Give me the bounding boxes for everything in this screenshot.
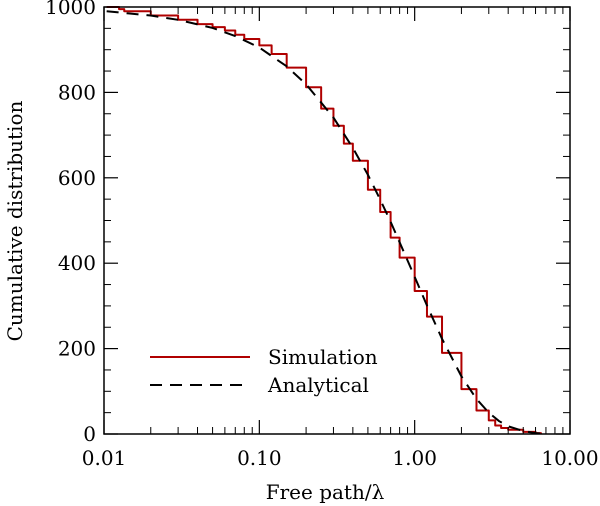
x-tick-label: 10.00 xyxy=(541,446,598,470)
legend-label-analytical: Analytical xyxy=(267,373,369,397)
y-tick-label: 1000 xyxy=(45,0,96,19)
x-axis-label: Free path/λ xyxy=(266,480,385,504)
legend-label-simulation: Simulation xyxy=(268,345,378,369)
x-tick-label: 0.10 xyxy=(237,446,282,470)
axes: 0.01 0.10 1.00 10.00 0 200 400 600 800 1000 xyxy=(45,0,599,470)
y-tick-label: 0 xyxy=(83,422,96,446)
series-line-analytical xyxy=(106,10,542,435)
y-axis-label: Cumulative distribution xyxy=(3,101,27,342)
legend: Simulation Analytical xyxy=(150,345,378,397)
plot-area xyxy=(106,6,542,435)
y-tick-label: 600 xyxy=(58,166,96,190)
y-tick-label: 200 xyxy=(58,337,96,361)
series-line-simulation xyxy=(106,6,542,435)
plot-frame xyxy=(103,6,571,435)
x-tick-label: 0.01 xyxy=(82,446,127,470)
y-tick-label: 400 xyxy=(58,251,96,275)
x-tick-label: 1.00 xyxy=(392,446,437,470)
y-tick-label: 800 xyxy=(58,80,96,104)
